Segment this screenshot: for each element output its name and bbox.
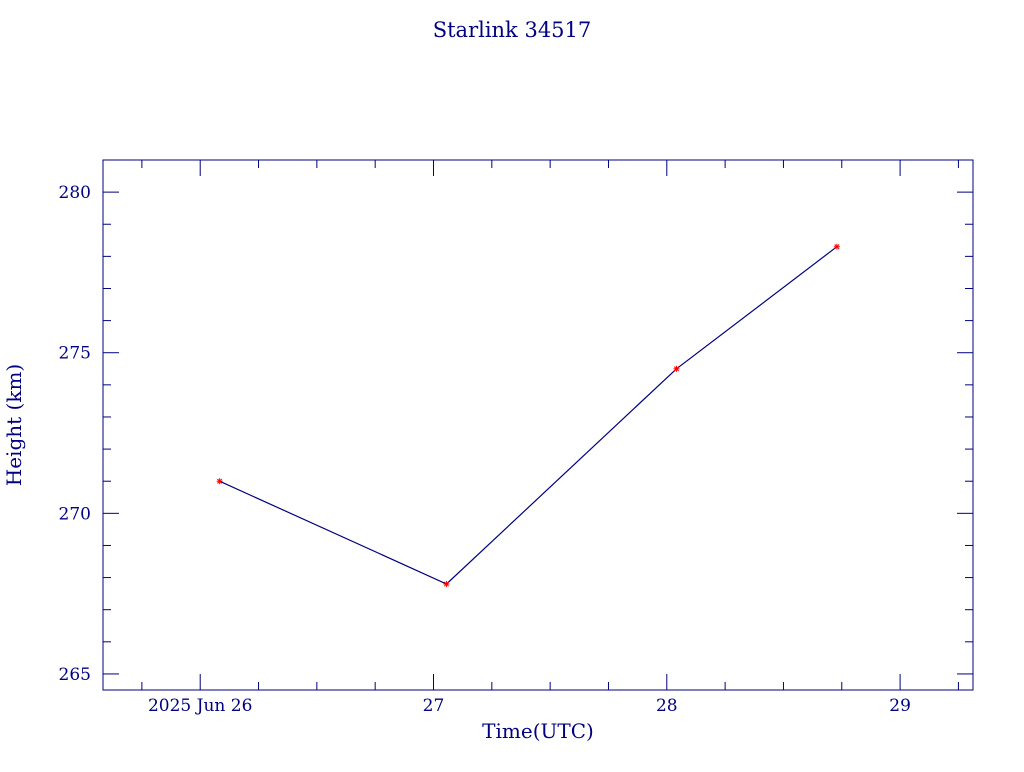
data-point bbox=[443, 581, 450, 587]
x-tick-label: 29 bbox=[889, 696, 911, 716]
x-tick-label: 27 bbox=[423, 696, 445, 716]
series-group bbox=[216, 243, 840, 587]
axis-ticks bbox=[103, 159, 973, 690]
data-point-stroke bbox=[217, 478, 223, 484]
plot-frame bbox=[102, 159, 974, 691]
y-tick-label: 275 bbox=[59, 344, 91, 364]
x-tick-label: 28 bbox=[656, 696, 678, 716]
data-point bbox=[673, 365, 680, 372]
series-line bbox=[219, 246, 838, 585]
x-tick-labels: 2025 Jun 26 27 28 29 bbox=[148, 696, 911, 716]
data-point-stroke bbox=[834, 244, 840, 250]
y-tick-label: 265 bbox=[59, 665, 91, 685]
y-tick-label: 280 bbox=[59, 183, 91, 203]
x-axis-label: Time(UTC) bbox=[482, 719, 594, 743]
y-tick-label: 270 bbox=[59, 504, 91, 524]
x-tick-label: 2025 Jun 26 bbox=[148, 696, 252, 716]
chart-title: Starlink 34517 bbox=[433, 18, 592, 42]
data-point bbox=[216, 478, 223, 485]
y-axis-label: Height (km) bbox=[2, 364, 26, 486]
data-point-stroke bbox=[443, 581, 450, 587]
data-point bbox=[833, 243, 840, 250]
y-tick-labels: 265 270 275 280 bbox=[59, 183, 91, 685]
data-point-stroke bbox=[673, 366, 680, 372]
